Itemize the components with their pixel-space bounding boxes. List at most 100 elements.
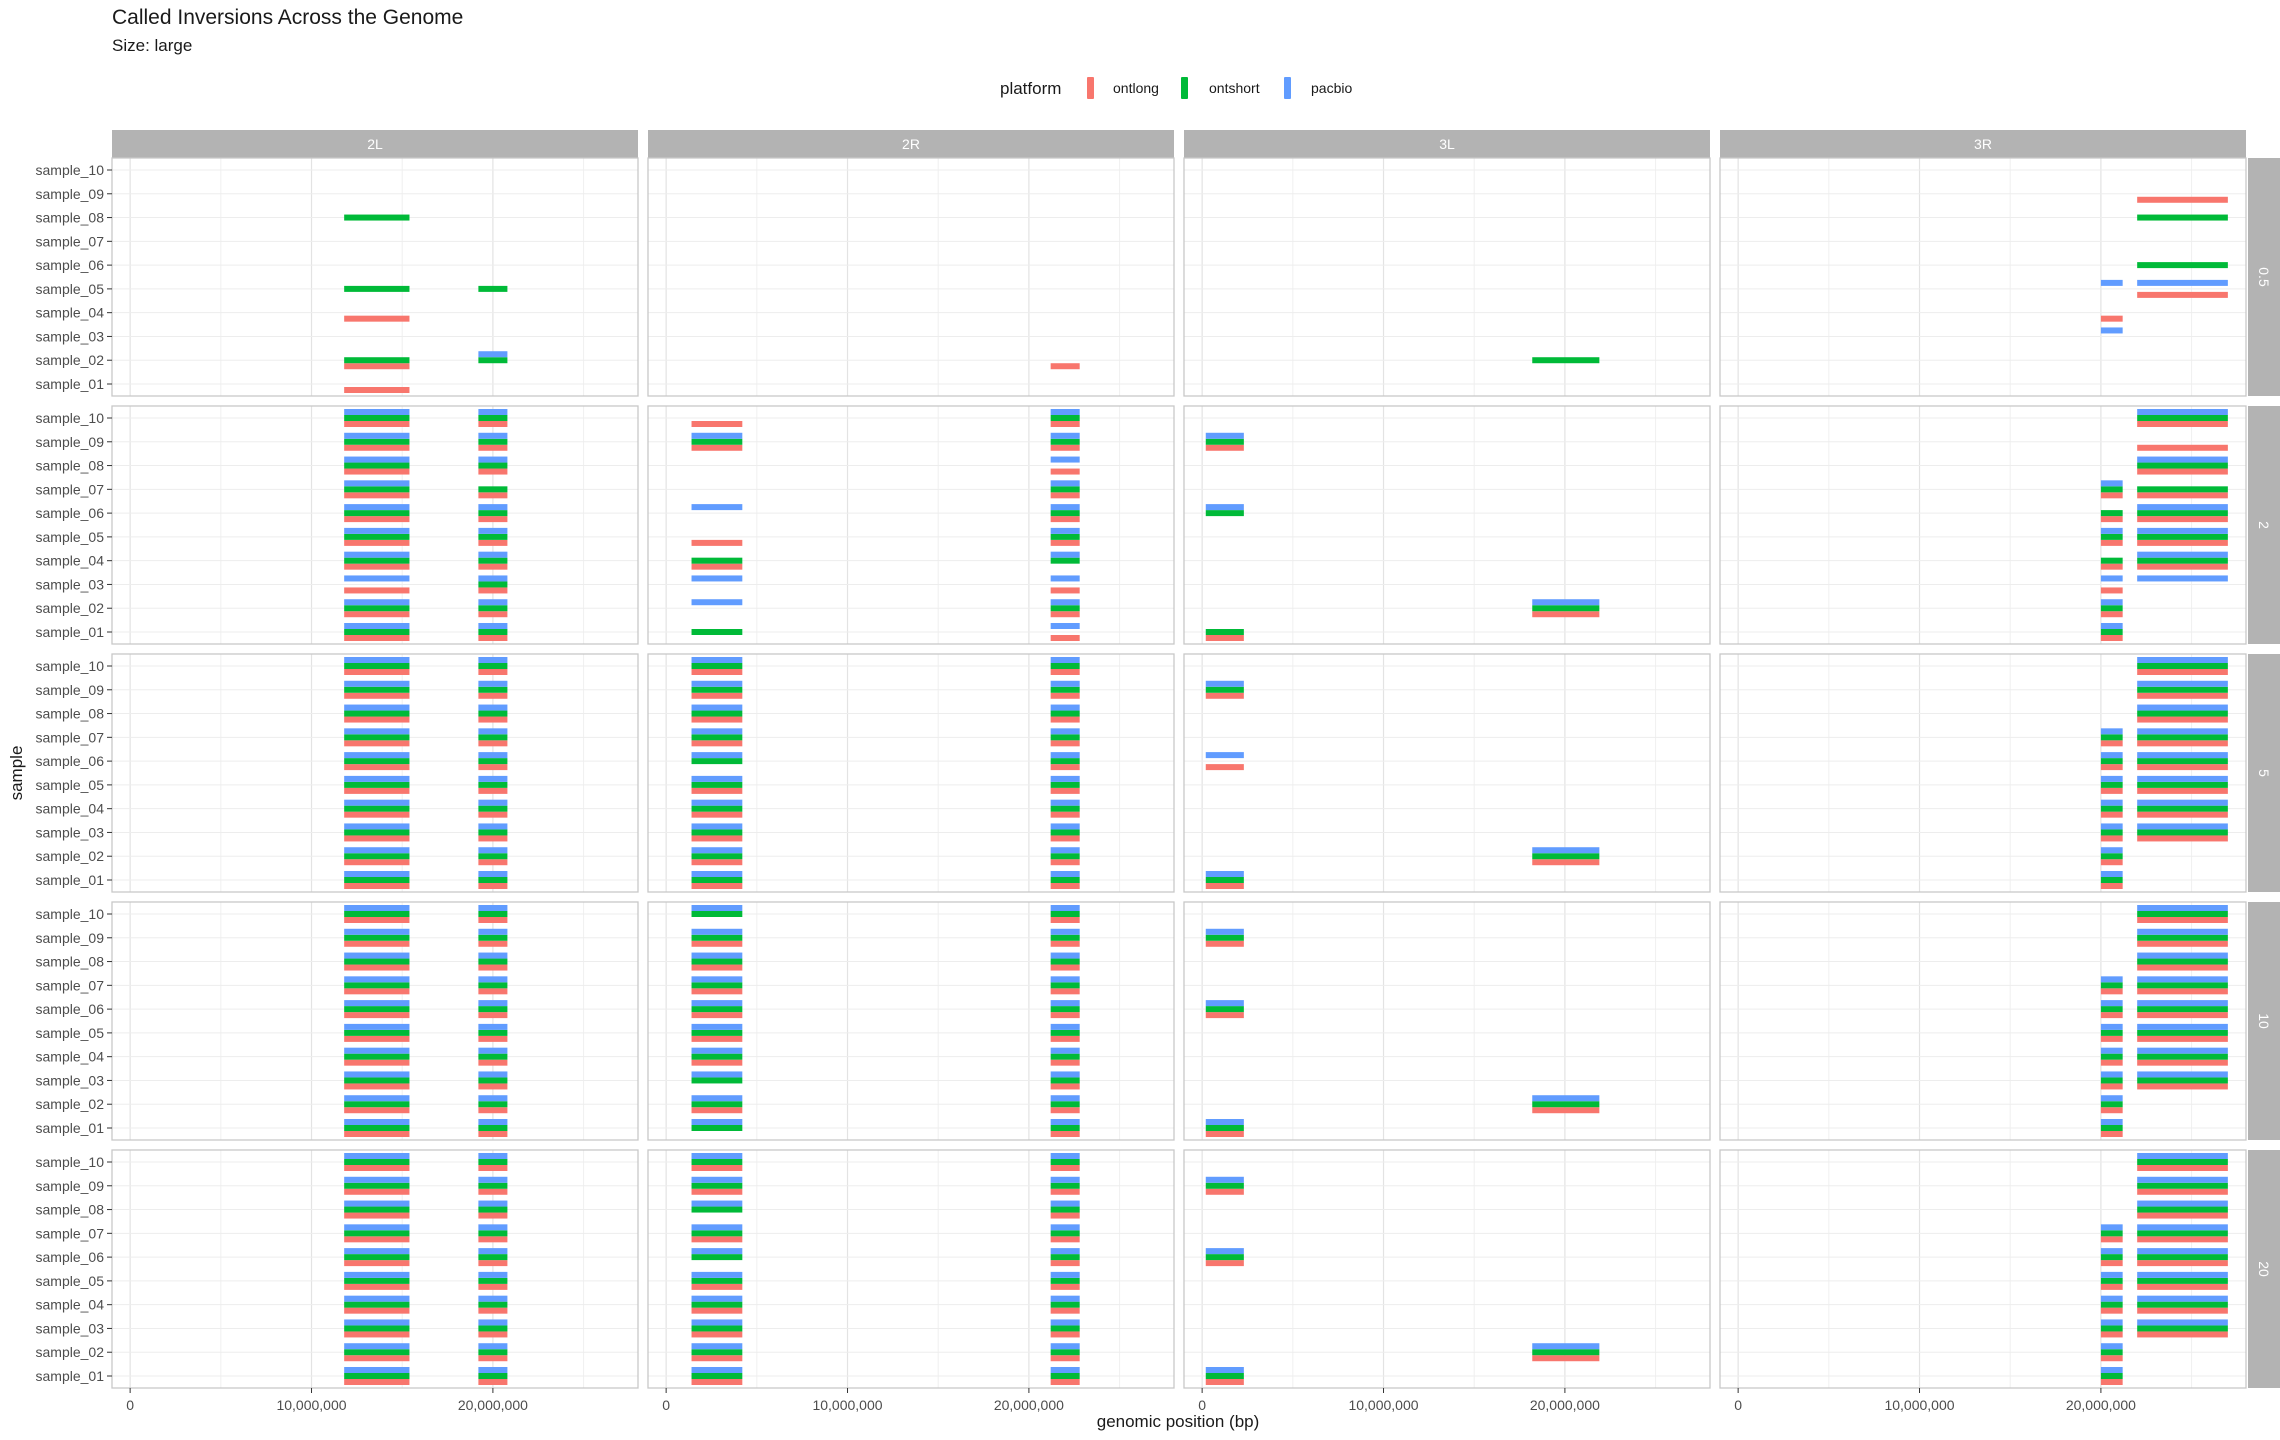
inversion-bar-ontlong	[344, 1083, 410, 1090]
inversion-bar-ontshort	[1050, 1277, 1080, 1284]
inversion-bar-ontshort	[2100, 805, 2123, 812]
panel-background	[1184, 158, 1710, 396]
inversion-bar-pacbio	[344, 704, 410, 711]
inversion-bar-ontlong	[2137, 835, 2228, 842]
inversion-bar-pacbio	[1205, 1248, 1244, 1255]
inversion-bar-pacbio	[2100, 976, 2123, 983]
inversion-bar-ontshort	[691, 1301, 743, 1308]
panel-border	[647, 653, 1175, 893]
inversion-bar-ontshort	[344, 911, 410, 917]
inversion-bar-pacbio	[478, 1071, 508, 1078]
inversion-bar-pacbio	[691, 599, 743, 606]
inversion-bar-pacbio	[344, 823, 410, 830]
inversion-bar-ontshort	[478, 510, 508, 517]
y-tick-label: sample_06	[36, 257, 105, 273]
inversion-bar-ontlong	[344, 1035, 410, 1042]
inversion-bar-ontshort	[1050, 1053, 1080, 1060]
inversion-bar-ontlong	[344, 516, 410, 523]
inversion-bar-ontlong	[2137, 964, 2228, 971]
inversion-bar-ontshort	[2100, 1006, 2123, 1013]
inversion-bar-ontlong	[1050, 1307, 1080, 1314]
inversion-bar-pacbio	[1050, 1023, 1080, 1030]
inversion-bar-ontshort	[2100, 629, 2123, 635]
inversion-bar-ontshort	[478, 710, 508, 717]
inversion-bar-ontshort	[2137, 758, 2228, 765]
y-tick-label: sample_01	[36, 872, 105, 888]
inversion-bar-ontlong	[1050, 539, 1080, 546]
inversion-bar-pacbio	[2100, 623, 2123, 629]
inversion-bar-ontlong	[344, 740, 410, 747]
x-tick-label: 20,000,000	[1530, 1397, 1600, 1413]
y-tick-label: sample_01	[36, 1120, 105, 1136]
inversion-bar-ontlong	[478, 1059, 508, 1066]
inversion-bar-ontshort	[344, 1029, 410, 1036]
inversion-bar-ontlong	[691, 1012, 743, 1019]
inversion-bar-ontlong	[344, 1307, 410, 1314]
inversion-bar-pacbio	[1050, 623, 1080, 629]
panel-2-3r	[1720, 406, 2246, 644]
y-tick-label: sample_10	[36, 1154, 105, 1170]
inversion-bar-ontshort	[478, 629, 508, 635]
inversion-bar-ontshort	[691, 1159, 743, 1165]
y-tick-label: sample_08	[36, 954, 105, 970]
inversion-bar-pacbio	[1050, 728, 1080, 735]
inversion-bar-pacbio	[478, 551, 508, 558]
inversion-bar-pacbio	[2137, 1271, 2228, 1278]
inversion-bar-pacbio	[691, 775, 743, 782]
inversion-bar-pacbio	[2100, 823, 2123, 830]
inversion-bar-pacbio	[478, 799, 508, 806]
inversion-bar-ontlong	[691, 883, 743, 889]
inversion-bar-pacbio	[478, 432, 508, 439]
inversion-bar-ontlong	[478, 811, 508, 818]
inversion-bar-pacbio	[344, 1023, 410, 1030]
inversion-bar-ontlong	[478, 859, 508, 866]
inversion-bar-ontlong	[344, 1059, 410, 1066]
inversion-bar-pacbio	[1050, 905, 1080, 911]
inversion-bar-ontlong	[2100, 315, 2123, 322]
y-tick-label: sample_07	[36, 1225, 105, 1241]
inversion-bar-ontshort	[344, 853, 410, 860]
inversion-bar-ontlong	[2137, 1188, 2228, 1195]
inversion-bar-ontlong	[344, 468, 410, 475]
panel-border	[1719, 157, 2247, 397]
panel-background	[1184, 654, 1710, 892]
inversion-bar-pacbio	[2137, 575, 2228, 582]
inversion-bar-ontshort	[2137, 663, 2228, 669]
inversion-bar-ontlong	[691, 1331, 743, 1338]
inversion-bar-ontlong	[1205, 1188, 1244, 1195]
inversion-bar-pacbio	[1050, 871, 1080, 877]
inversion-bar-ontshort	[2137, 1230, 2228, 1237]
inversion-bar-pacbio	[2137, 409, 2228, 415]
inversion-bar-ontlong	[344, 716, 410, 723]
inversion-bar-pacbio	[344, 504, 410, 511]
inversion-bar-ontlong	[478, 716, 508, 723]
inversion-bar-pacbio	[344, 1047, 410, 1054]
inversion-bar-ontlong	[691, 669, 743, 675]
inversion-bar-pacbio	[1050, 704, 1080, 711]
inversion-bar-ontlong	[2100, 516, 2123, 523]
inversion-bar-pacbio	[344, 1295, 410, 1302]
panel-border	[647, 901, 1175, 1141]
inversion-bar-ontshort	[691, 958, 743, 965]
inversion-bar-pacbio	[344, 599, 410, 606]
inversion-bar-ontshort	[1050, 1029, 1080, 1036]
inversion-bar-ontshort	[2137, 1029, 2228, 1036]
inversion-bar-pacbio	[1050, 575, 1080, 582]
inversion-bar-pacbio	[1205, 871, 1244, 877]
inversion-bar-ontlong	[344, 421, 410, 427]
panel-border	[647, 157, 1175, 397]
inversion-bar-ontshort	[478, 1349, 508, 1356]
inversion-bar-ontshort	[478, 686, 508, 693]
inversion-bar-ontshort	[1532, 853, 1600, 860]
y-tick-label: sample_08	[36, 458, 105, 474]
inversion-bar-ontshort	[1050, 829, 1080, 836]
inversion-bar-ontshort	[344, 710, 410, 717]
y-tick-label: sample_02	[36, 1344, 105, 1360]
inversion-bar-ontshort	[1050, 510, 1080, 517]
inversion-bar-ontlong	[1532, 611, 1600, 618]
inversion-bar-pacbio	[691, 752, 743, 759]
inversion-bar-ontlong	[2137, 1083, 2228, 1090]
inversion-bar-ontlong	[1050, 363, 1080, 370]
inversion-bar-ontshort	[691, 1254, 743, 1261]
inversion-bar-pacbio	[1050, 1000, 1080, 1007]
